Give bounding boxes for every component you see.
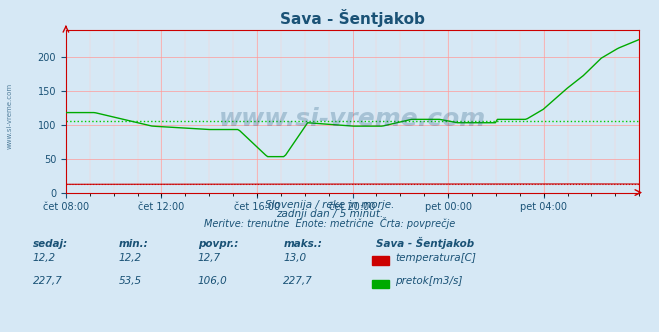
Text: povpr.:: povpr.: [198, 239, 238, 249]
Title: Sava - Šentjakob: Sava - Šentjakob [280, 9, 425, 27]
Text: min.:: min.: [119, 239, 148, 249]
Text: 12,2: 12,2 [119, 253, 142, 263]
Text: 227,7: 227,7 [33, 276, 63, 286]
Text: 12,7: 12,7 [198, 253, 221, 263]
Text: pretok[m3/s]: pretok[m3/s] [395, 276, 463, 286]
Text: Meritve: trenutne  Enote: metrične  Črta: povprečje: Meritve: trenutne Enote: metrične Črta: … [204, 217, 455, 229]
Text: 227,7: 227,7 [283, 276, 313, 286]
Text: maks.:: maks.: [283, 239, 322, 249]
Text: temperatura[C]: temperatura[C] [395, 253, 476, 263]
Text: sedaj:: sedaj: [33, 239, 68, 249]
Text: 13,0: 13,0 [283, 253, 306, 263]
Text: Slovenija / reke in morje.: Slovenija / reke in morje. [265, 200, 394, 209]
Text: 12,2: 12,2 [33, 253, 56, 263]
Text: zadnji dan / 5 minut.: zadnji dan / 5 minut. [276, 209, 383, 219]
Text: 53,5: 53,5 [119, 276, 142, 286]
Text: Sava - Šentjakob: Sava - Šentjakob [376, 237, 474, 249]
Text: www.si-vreme.com: www.si-vreme.com [7, 83, 13, 149]
Text: 106,0: 106,0 [198, 276, 227, 286]
Text: www.si-vreme.com: www.si-vreme.com [219, 107, 486, 131]
